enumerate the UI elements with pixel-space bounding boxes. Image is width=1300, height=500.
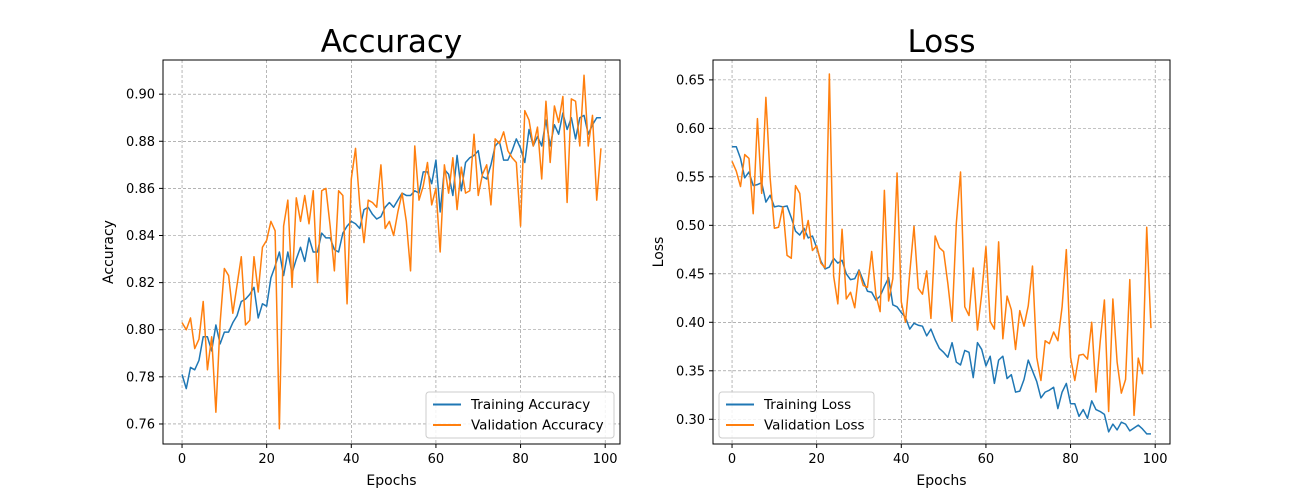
loss-panel: 0 20 40 60 80 100 0.30 0.35 0.40 0.45 0.50 0.55 0.60… — [651, 24, 1171, 489]
accuracy-x-tick-label: 20 — [258, 452, 275, 467]
accuracy-x-tick-label: 100 — [593, 452, 618, 467]
loss-legend: Training Loss Validation Loss — [718, 391, 875, 439]
accuracy-y-tick-label: 0.88 — [126, 135, 155, 150]
accuracy-legend: Training Accuracy Validation Accuracy — [425, 391, 615, 439]
accuracy-y-tick-label: 0.90 — [126, 88, 155, 103]
loss-series-line-validation — [731, 73, 1152, 417]
accuracy-x-axis-label: Epochs — [366, 473, 416, 489]
accuracy-legend-label-training: Training Accuracy — [470, 397, 590, 413]
loss-x-tick-label: 20 — [808, 452, 825, 467]
accuracy-x-tick-label: 0 — [178, 452, 186, 467]
accuracy-x-tick-label: 80 — [512, 452, 529, 467]
loss-series — [731, 73, 1152, 435]
loss-series-line-training — [732, 146, 1151, 435]
loss-title: Loss — [908, 24, 976, 60]
accuracy-x-tick-label: 60 — [428, 452, 445, 467]
loss-x-tick-label: 60 — [978, 452, 995, 467]
loss-y-tick-label: 0.35 — [676, 364, 705, 379]
accuracy-y-tick-label: 0.86 — [126, 182, 155, 197]
loss-y-tick-label: 0.55 — [676, 170, 705, 185]
loss-legend-box — [718, 391, 875, 439]
loss-y-tick-label: 0.60 — [676, 122, 705, 137]
loss-x-axis-label: Epochs — [916, 473, 966, 489]
accuracy-y-tick-label: 0.76 — [126, 417, 155, 432]
accuracy-y-tick-label: 0.82 — [126, 276, 155, 291]
loss-x-tick-label: 100 — [1143, 452, 1168, 467]
accuracy-y-tick-label: 0.78 — [126, 370, 155, 385]
accuracy-ticks: 0 20 40 60 80 100 0.76 0.78 0.80 0.82 0.84 0.86 0.88… — [126, 88, 618, 467]
loss-grid — [713, 60, 1170, 444]
loss-legend-label-validation: Validation Loss — [764, 418, 865, 434]
accuracy-y-tick-label: 0.84 — [126, 229, 155, 244]
accuracy-legend-label-validation: Validation Accuracy — [471, 418, 604, 434]
loss-ticks: 0 20 40 60 80 100 0.30 0.35 0.40 0.45 0.50 0.55 0.60… — [676, 73, 1168, 467]
accuracy-panel: 0 20 40 60 80 100 0.76 0.78 0.80 0.82 0.84 0.86 0.88… — [101, 24, 621, 489]
loss-y-tick-label: 0.45 — [676, 267, 705, 282]
loss-x-tick-label: 80 — [1062, 452, 1079, 467]
loss-x-tick-label: 40 — [893, 452, 910, 467]
loss-y-tick-label: 0.50 — [676, 219, 705, 234]
accuracy-y-axis-label: Accuracy — [101, 220, 117, 284]
loss-y-tick-label: 0.40 — [676, 316, 705, 331]
loss-plot-frame — [712, 59, 1171, 445]
loss-x-tick-label: 0 — [728, 452, 736, 467]
loss-y-axis-label: Loss — [651, 237, 667, 268]
accuracy-plot-frame — [162, 59, 621, 445]
accuracy-title: Accuracy — [321, 24, 463, 60]
loss-y-tick-label: 0.65 — [676, 73, 705, 88]
accuracy-series — [181, 74, 602, 430]
accuracy-x-tick-label: 40 — [343, 452, 360, 467]
accuracy-legend-box — [425, 391, 615, 439]
accuracy-y-tick-label: 0.80 — [126, 323, 155, 338]
accuracy-series-line-validation — [181, 74, 602, 430]
loss-y-tick-label: 0.30 — [676, 413, 705, 428]
loss-legend-label-training: Training Loss — [763, 397, 851, 413]
